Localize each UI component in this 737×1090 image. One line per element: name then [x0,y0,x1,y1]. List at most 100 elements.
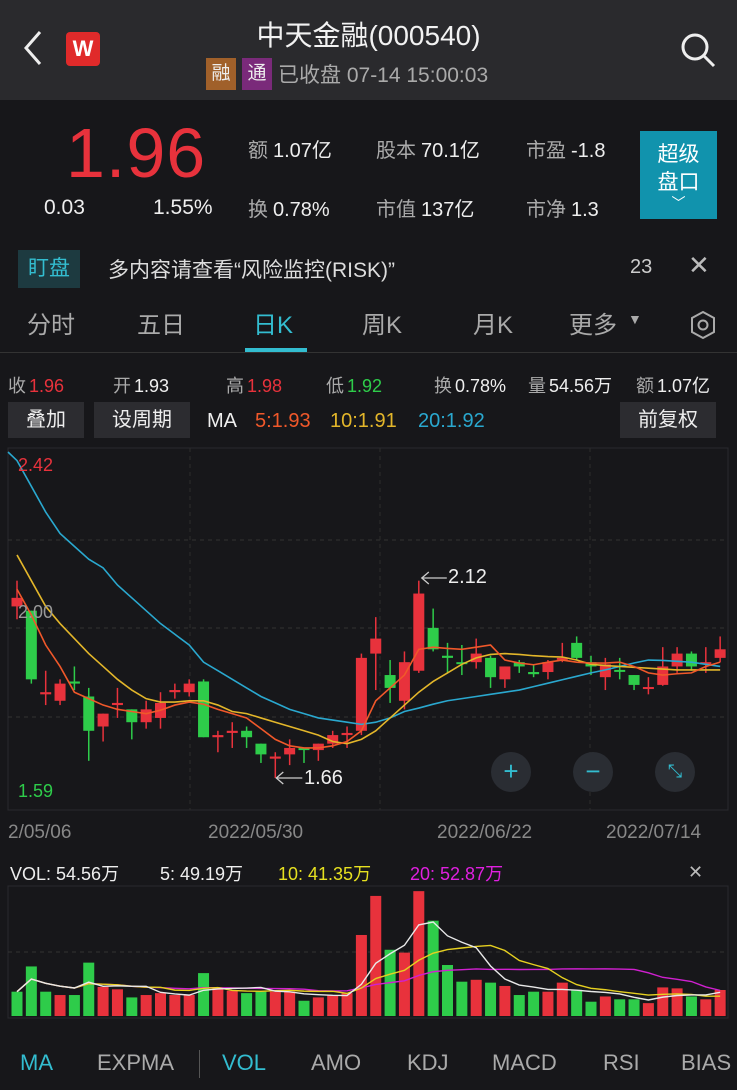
volume-bar [226,990,238,1016]
connect-tag: 通 [242,58,272,90]
set-period-button[interactable]: 设周期 [94,402,190,438]
zoom-in-button[interactable]: + [491,752,531,792]
indicator-tab-kdj[interactable]: KDJ [407,1050,449,1075]
ohlc-value: 0.78% [455,376,507,396]
candle-body [169,690,181,693]
notice-text[interactable]: 多内容请查看“风险监控(RISK)” [108,259,395,282]
adjust-button[interactable]: 前复权 [620,402,716,438]
candle-body [556,657,568,660]
ohlc-label: 低 [326,376,344,396]
indicator-tab-rsi[interactable]: RSI [603,1050,640,1075]
stat-value: 137亿 [421,199,475,221]
volume-bar [714,990,726,1016]
period-tabs: 分时 五日 日K 周K 月K 更多 ▼ [0,305,737,351]
close-icon[interactable]: ✕ [688,250,710,280]
stat-label: 额 [248,140,268,162]
ma5-line [16,588,721,749]
indicator-tab-bias[interactable]: BIAS [681,1050,732,1075]
candle-body [298,747,310,751]
volume-bar [642,1003,654,1016]
close-vol-icon[interactable]: ✕ [688,862,704,882]
candle-body [542,662,554,673]
tab-2[interactable]: 日K [253,312,294,339]
volume-bar [485,982,497,1016]
stat-label: 市净 [526,199,566,221]
candle-body [427,627,439,650]
stat-label: 换 [248,199,268,221]
tab-separator [199,1050,200,1078]
indicator-tab-expma[interactable]: EXPMA [97,1050,175,1075]
indicator-tab-macd[interactable]: MACD [492,1050,557,1075]
ohlc-item: 量 54.56万 [528,372,612,398]
high-arrow-head [420,571,430,585]
button-line-1: 超级 [657,143,700,166]
price-max-label: 2.42 [18,455,54,475]
candle-body [97,713,109,727]
ohlc-label: 高 [226,376,244,396]
volume-bar [370,895,382,1016]
ohlc-item: 高 1.98 [226,372,282,398]
candle-body [685,653,697,667]
candle-body [126,709,138,723]
volume-bar [40,991,52,1016]
stat-item: 换 0.78% [248,193,330,222]
candle-body [255,743,267,755]
watch-badge[interactable]: 盯盘 [18,250,80,288]
settings-icon[interactable] [690,310,716,345]
price-change-pct: 1.55% [153,196,213,219]
stat-value: 70.1亿 [421,140,480,162]
back-icon[interactable] [18,28,48,68]
candle-body [183,683,195,693]
volume-bar [83,962,95,1016]
candle-body [312,743,324,751]
stat-value: 1.3 [571,199,599,221]
volume-bar [183,995,195,1016]
tab-3[interactable]: 周K [362,312,403,339]
volume-bar [355,934,367,1016]
candle-body [40,692,52,695]
margin-tag: 融 [206,58,236,90]
search-icon[interactable] [678,30,718,75]
ohlc-value: 1.93 [134,376,170,396]
volume-bar [155,993,166,1016]
tab-0[interactable]: 分时 [27,312,75,339]
header: W 中天金融(000540) 融 通 已收盘 07-14 15:00:03 [0,0,737,100]
ma20-value: 20:1.92 [418,410,485,432]
current-price: 1.96 [66,114,207,192]
expand-icon[interactable]: ⤡ [655,752,695,792]
volume-bar [25,966,37,1016]
notice-count: 23 [630,256,653,278]
candle-body [398,662,410,701]
volume-bar [327,995,339,1016]
tab-4[interactable]: 月K [473,312,514,339]
volume-bar [513,995,525,1016]
overlay-button[interactable]: 叠加 [8,402,84,438]
volume-bar [341,993,353,1016]
indicator-tab-amo[interactable]: AMO [311,1050,362,1075]
ma5-value: 5:1.93 [255,410,311,432]
volume-ma20-line [16,968,721,993]
stat-item: 额 1.07亿 [248,134,332,163]
candle-body [571,642,583,658]
zoom-out-button[interactable]: − [573,752,613,792]
ohlc-label: 收 [8,376,26,396]
candle-body [198,681,210,738]
volume-bar [97,986,109,1016]
candle-body [614,669,626,672]
volume-bar [499,985,511,1016]
tab-1[interactable]: 五日 [137,312,185,339]
volume-bar [556,982,568,1016]
ohlc-value: 1.92 [347,376,383,396]
super-order-book-button[interactable]: 超级 盘口 ﹀ [640,131,717,219]
volume-bar [542,991,554,1016]
indicator-tab-vol[interactable]: VOL [222,1050,267,1075]
dropdown-icon[interactable]: ▼ [628,311,642,327]
tab-5[interactable]: 更多 [569,312,617,339]
stat-value: -1.8 [571,140,606,162]
indicator-tab-ma[interactable]: MA [20,1050,53,1075]
volume-bar [169,995,181,1016]
candle-body [456,662,468,665]
candle-body [355,657,367,731]
volume-bar [585,1001,597,1016]
